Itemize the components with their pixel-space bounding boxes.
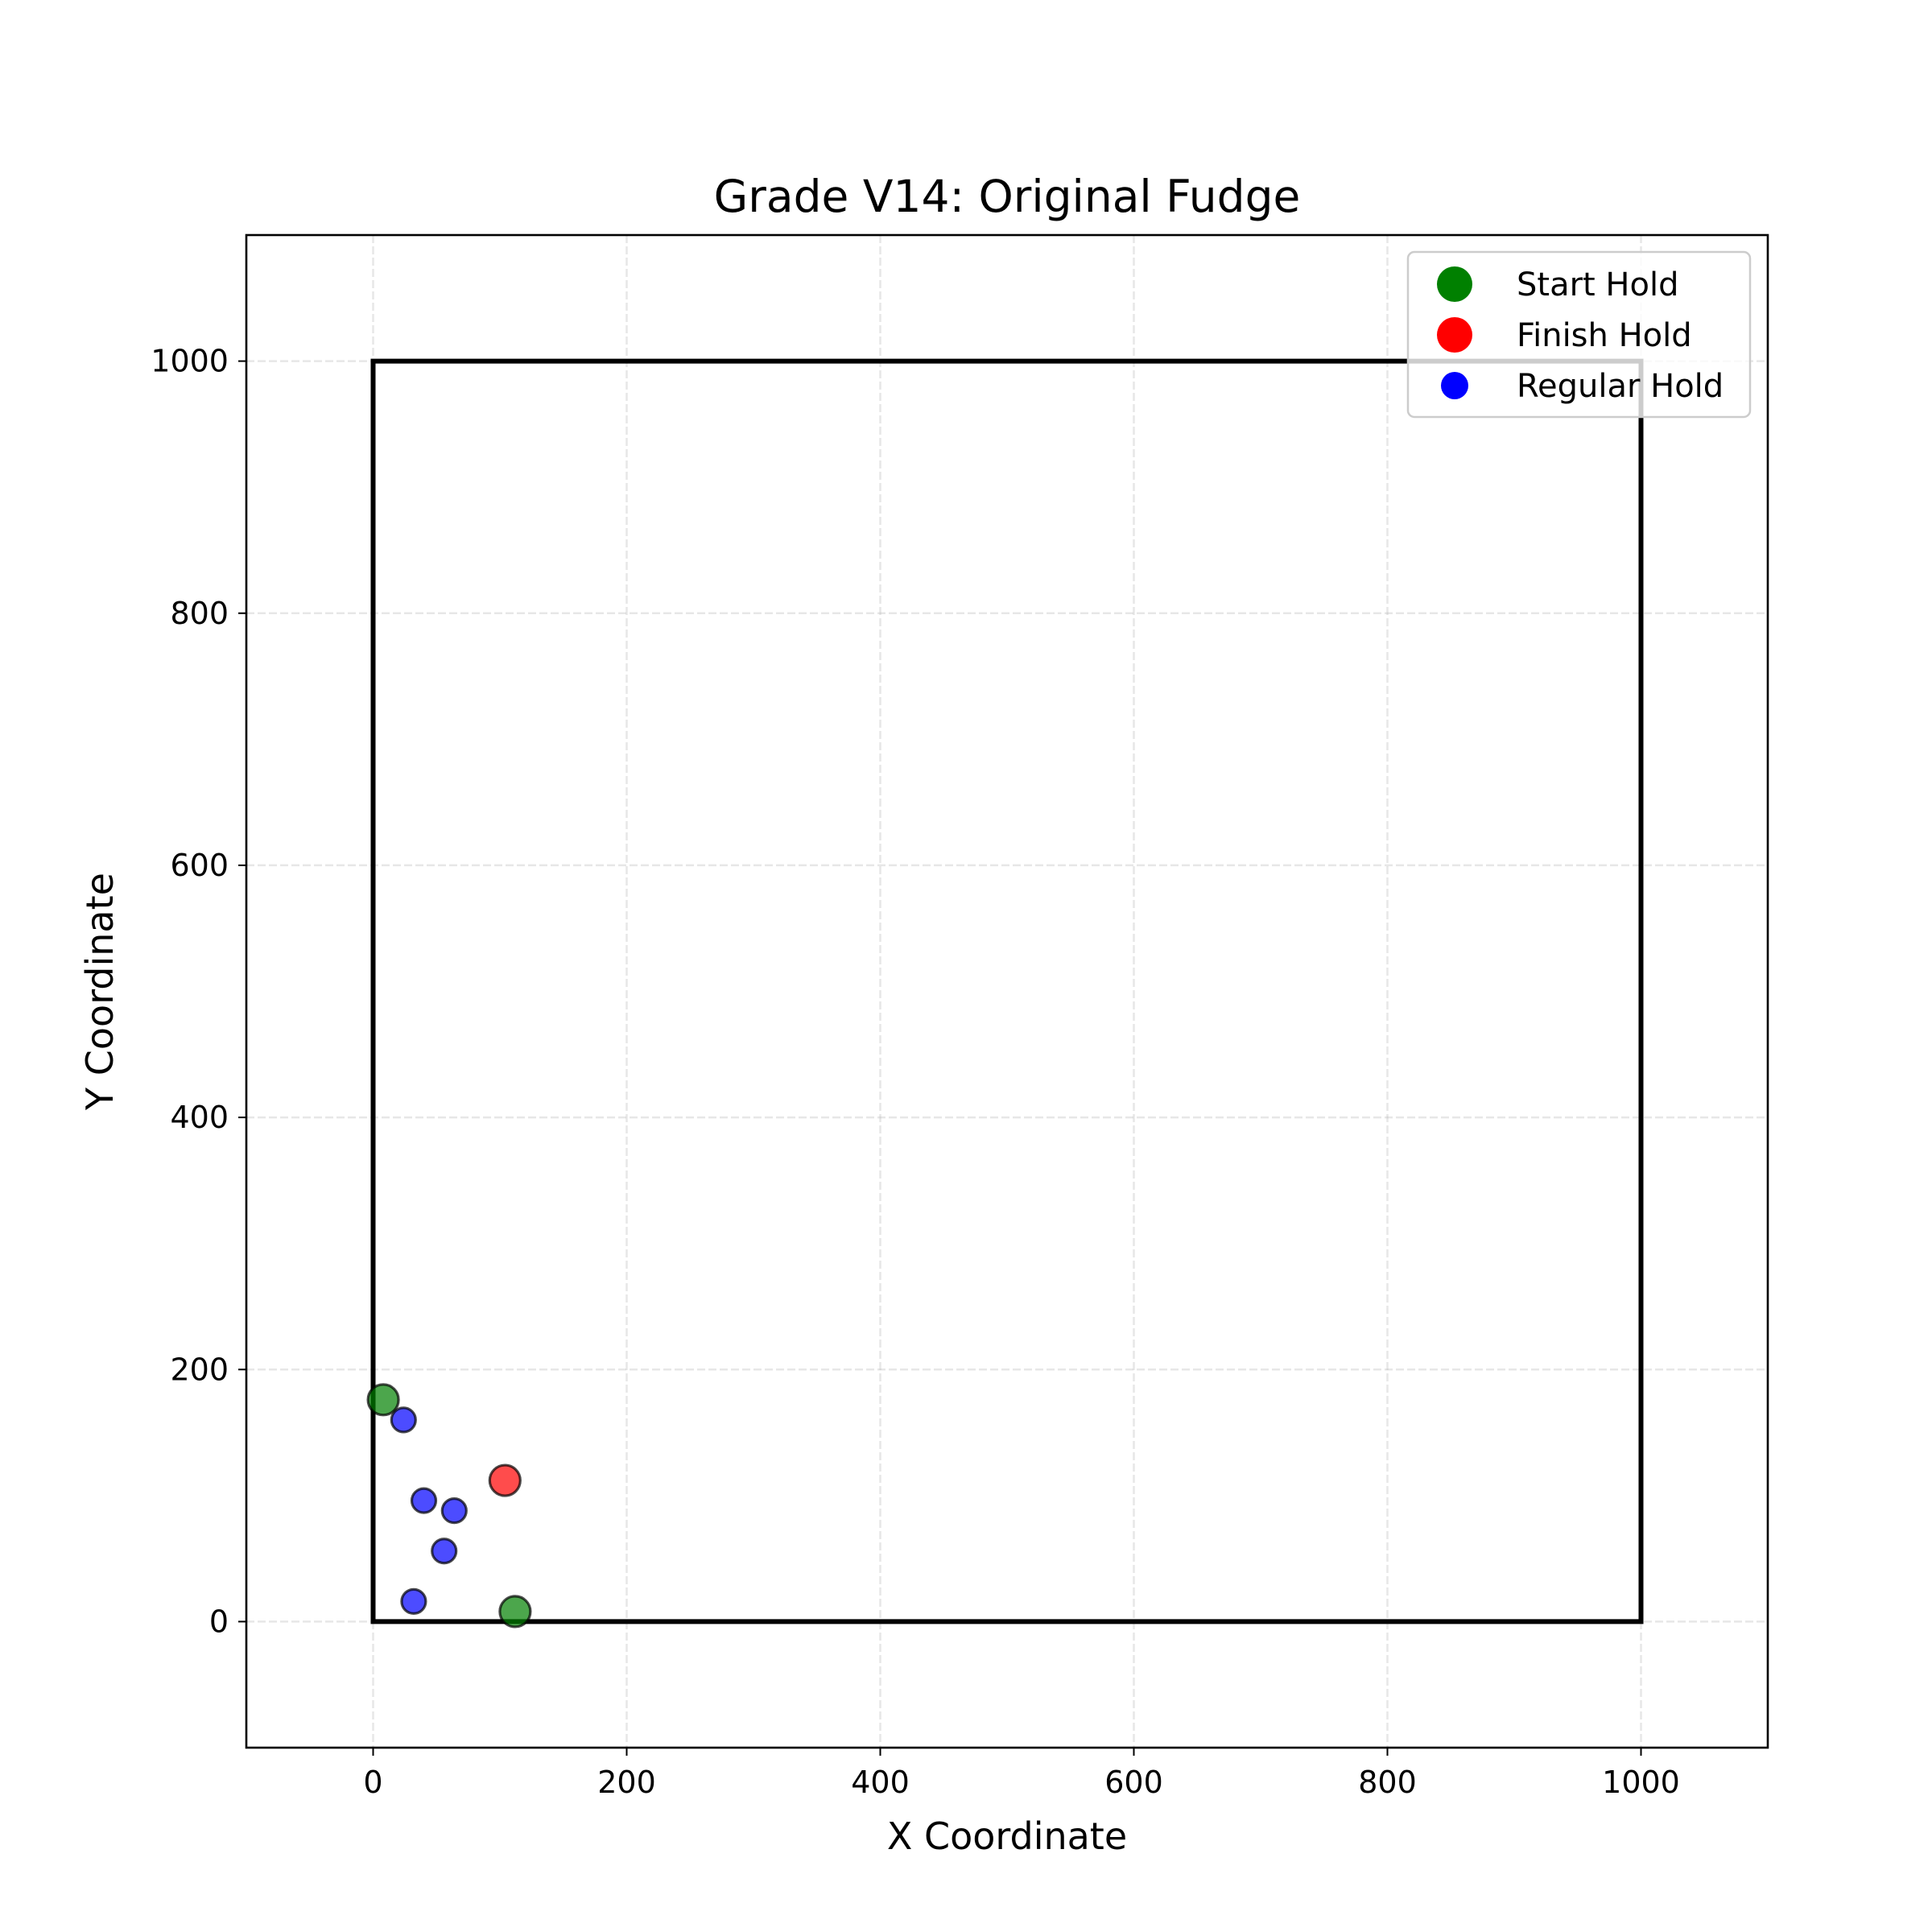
legend-box bbox=[1406, 250, 1752, 419]
legend: Start Hold Finish Hold Regular Hold bbox=[1406, 250, 1752, 419]
chart-title: Grade V14: Original Fudge bbox=[714, 171, 1301, 222]
point-regular-hold bbox=[410, 1487, 438, 1514]
x-tick-label: 800 bbox=[1358, 1765, 1417, 1800]
legend-marker bbox=[1441, 372, 1468, 399]
x-tick-label: 1000 bbox=[1602, 1765, 1680, 1800]
plot-frame bbox=[245, 233, 1769, 1749]
x-tick-label: 200 bbox=[597, 1765, 656, 1800]
x-tick-label: 0 bbox=[363, 1765, 382, 1800]
legend-label: Start Hold bbox=[1517, 266, 1678, 303]
point-regular-hold bbox=[400, 1587, 427, 1615]
y-tick-label: 1000 bbox=[151, 344, 229, 379]
point-finish-hold bbox=[488, 1463, 522, 1497]
data-points bbox=[366, 1383, 532, 1629]
legend-label: Regular Hold bbox=[1517, 368, 1724, 405]
point-start-hold bbox=[366, 1383, 400, 1417]
axis-ticks: 0 200 400 600 800 1000 0 200 400 600 800 1000 bbox=[151, 344, 1680, 1800]
point-regular-hold bbox=[390, 1406, 417, 1434]
point-start-hold bbox=[498, 1595, 532, 1629]
legend-marker bbox=[1437, 317, 1472, 353]
y-tick-label: 400 bbox=[170, 1100, 229, 1135]
x-axis-label: X Coordinate bbox=[887, 1814, 1127, 1858]
y-axis-label: Y Coordinate bbox=[78, 873, 122, 1111]
x-tick-label: 400 bbox=[851, 1765, 910, 1800]
point-regular-hold bbox=[440, 1497, 468, 1525]
y-tick-label: 600 bbox=[170, 848, 229, 883]
point-regular-hold bbox=[431, 1538, 458, 1565]
legend-marker bbox=[1437, 266, 1472, 302]
y-tick-label: 0 bbox=[209, 1604, 229, 1639]
y-tick-label: 800 bbox=[170, 596, 229, 631]
x-tick-label: 600 bbox=[1104, 1765, 1163, 1800]
y-tick-label: 200 bbox=[170, 1352, 229, 1387]
legend-label: Finish Hold bbox=[1517, 317, 1692, 354]
